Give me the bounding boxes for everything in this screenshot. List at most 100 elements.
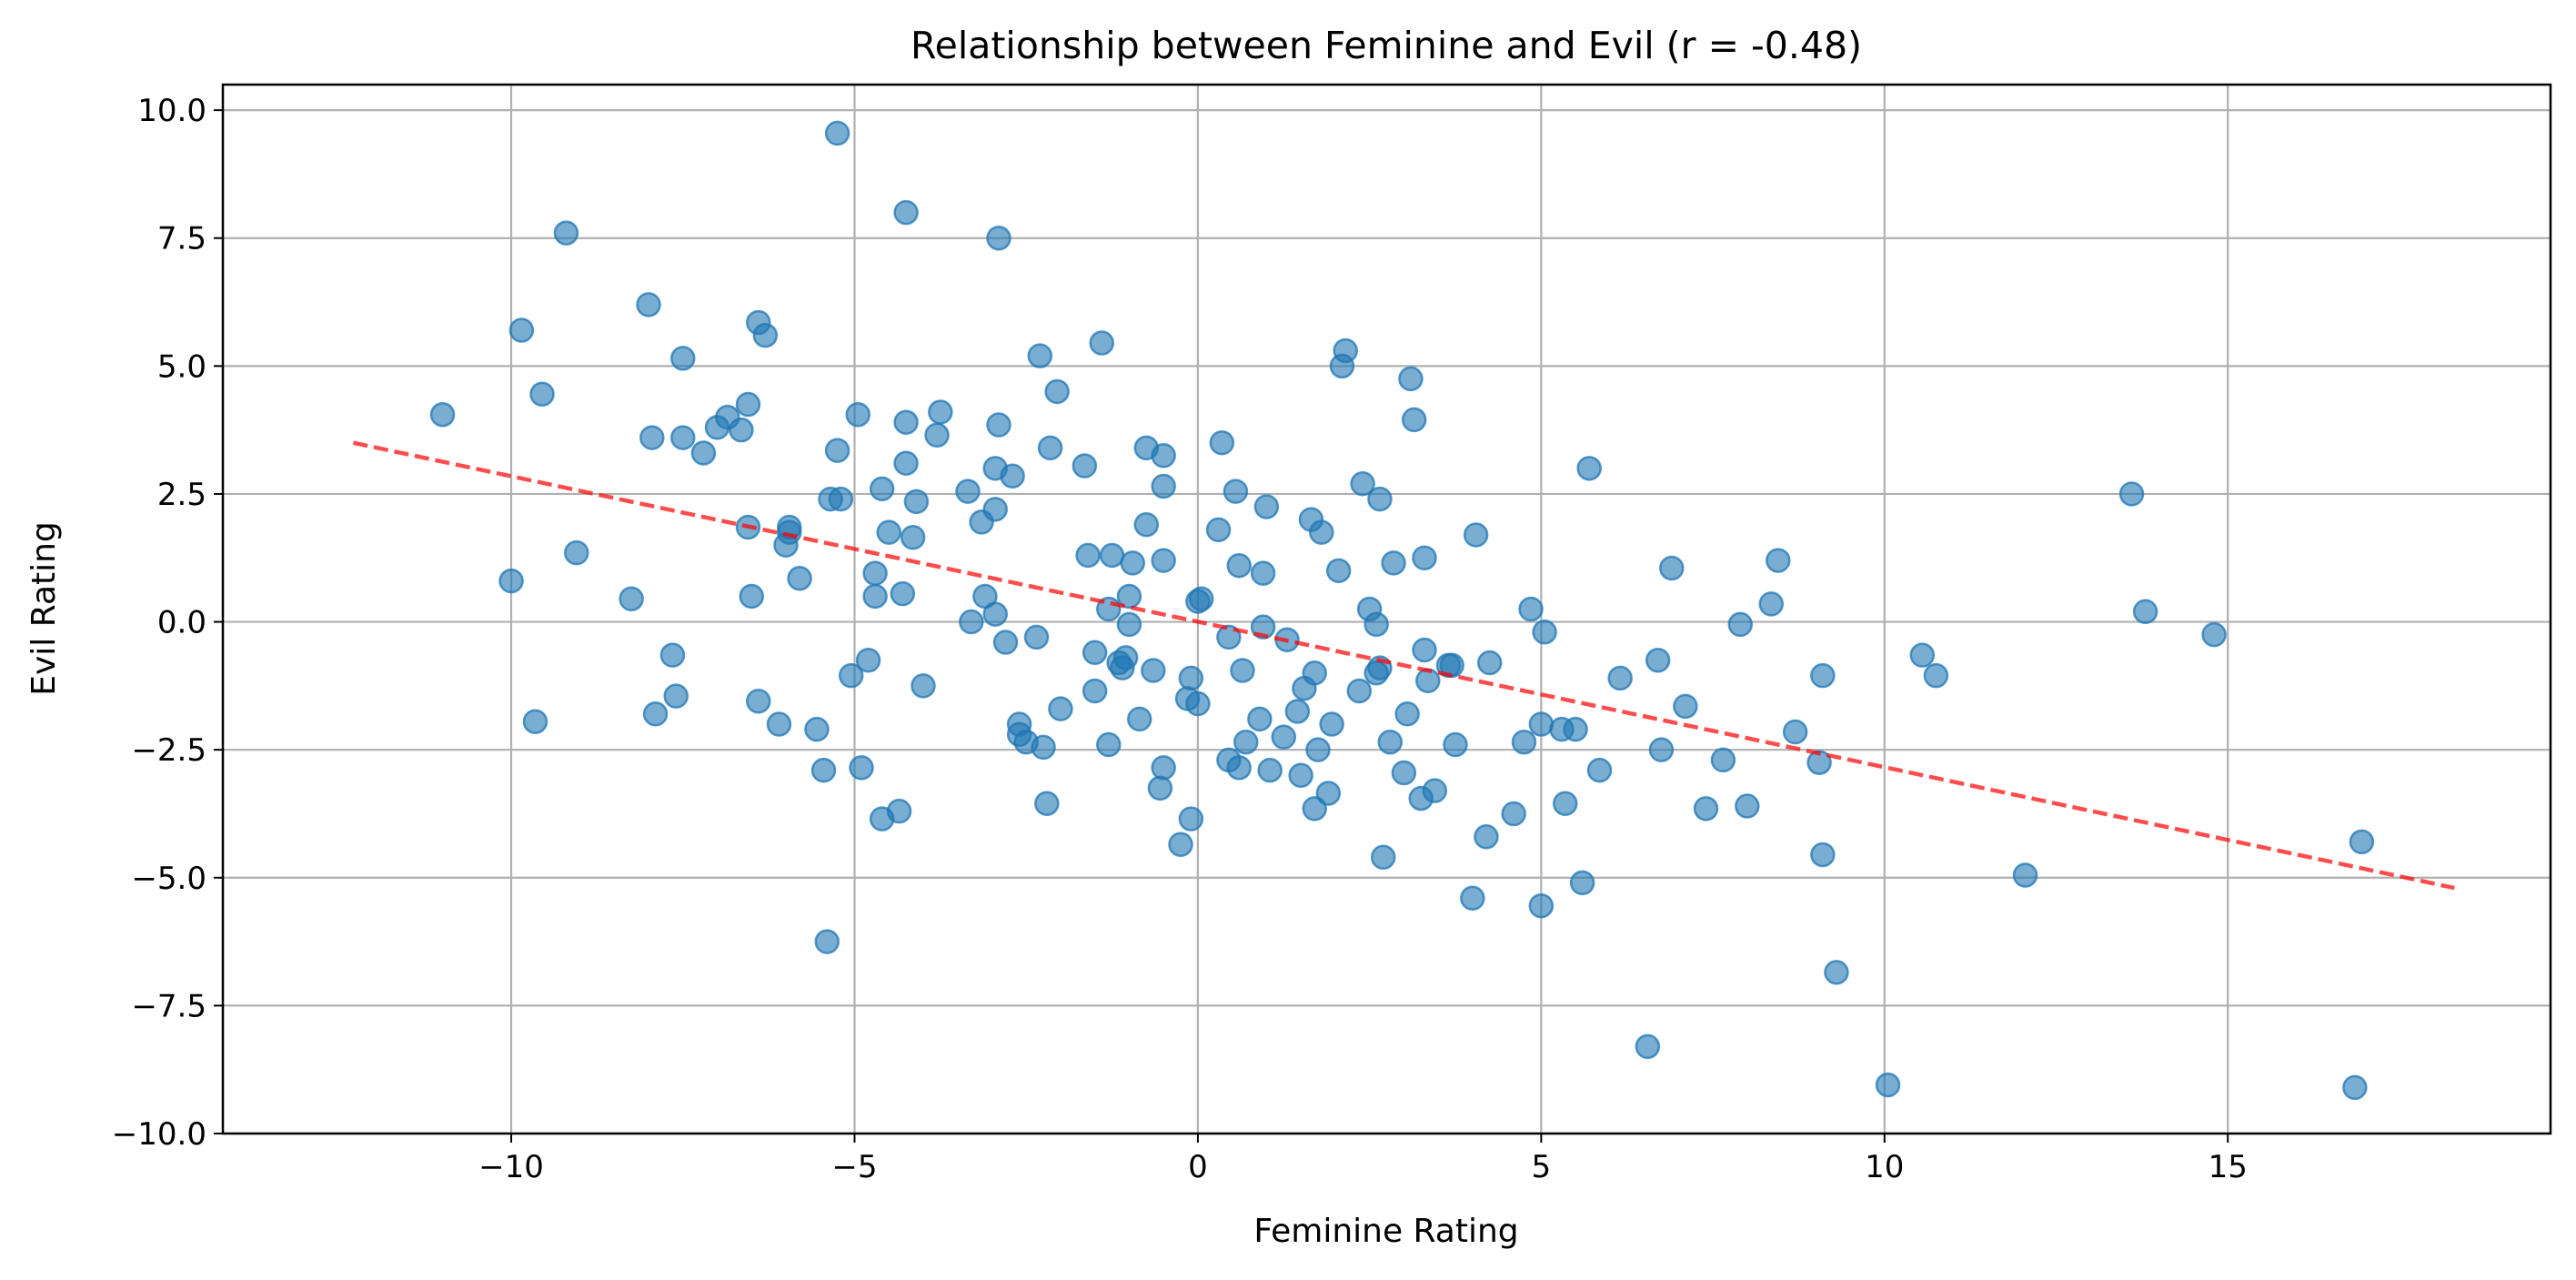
data-point xyxy=(1151,755,1176,781)
data-point xyxy=(1031,734,1056,761)
data-point xyxy=(1576,456,1602,481)
x-tick-label: 15 xyxy=(2209,1149,2248,1185)
data-point xyxy=(1501,801,1526,827)
data-point xyxy=(2118,481,2145,507)
data-point xyxy=(1909,642,1936,668)
data-point xyxy=(1394,701,1420,727)
data-point xyxy=(903,489,930,515)
data-point xyxy=(814,929,840,954)
data-point xyxy=(1309,519,1334,545)
data-point xyxy=(564,539,589,566)
data-point xyxy=(1315,781,1342,806)
data-point xyxy=(498,568,524,594)
data-point xyxy=(1377,729,1404,755)
data-point xyxy=(1082,678,1108,704)
data-point xyxy=(1257,757,1283,783)
data-point xyxy=(959,609,984,635)
data-point xyxy=(1422,778,1448,803)
data-point xyxy=(1120,550,1145,576)
data-point xyxy=(739,583,764,610)
data-point xyxy=(1474,824,1499,850)
data-point xyxy=(1415,668,1441,693)
data-point xyxy=(1072,453,1098,479)
data-point xyxy=(924,422,950,449)
data-point xyxy=(1673,693,1698,720)
data-point xyxy=(1082,640,1108,666)
data-point xyxy=(639,425,665,450)
data-point xyxy=(1648,737,1675,762)
data-point xyxy=(1363,611,1389,638)
y-tick-label: −2.5 xyxy=(131,732,206,769)
x-tick-label: 0 xyxy=(1188,1149,1208,1185)
x-axis-label: Feminine Rating xyxy=(1253,1213,1518,1250)
data-point xyxy=(1253,494,1280,519)
chart-title: Relationship between Feminine and Evil (… xyxy=(911,24,1862,67)
data-point xyxy=(849,755,874,781)
data-point xyxy=(1463,522,1489,548)
axis-ticks: −10 −5 0 5 10 15 10.0 7.5 5.0 2.5 0.0 −2.5 −5.0 −7.5 −… xyxy=(112,93,2248,1185)
data-point xyxy=(670,346,696,371)
data-point xyxy=(824,438,850,463)
data-point xyxy=(982,497,1008,522)
data-point xyxy=(1000,463,1025,489)
y-tick-label: −5.0 xyxy=(131,861,206,897)
data-point xyxy=(1116,611,1142,638)
data-point xyxy=(876,519,901,545)
data-point xyxy=(986,225,1011,251)
x-tick-label: 5 xyxy=(1532,1149,1552,1185)
data-point xyxy=(735,391,761,418)
data-point xyxy=(670,425,696,450)
data-point xyxy=(1333,338,1358,364)
data-point xyxy=(1518,596,1544,622)
data-point xyxy=(1460,885,1485,912)
data-point xyxy=(1381,550,1406,576)
data-point xyxy=(1147,775,1173,801)
trend-line xyxy=(352,440,2455,891)
data-point xyxy=(1511,729,1537,755)
data-point xyxy=(1116,583,1142,610)
data-point xyxy=(1710,747,1736,773)
y-axis-label: Evil Rating xyxy=(25,521,63,696)
data-point xyxy=(1133,511,1160,538)
trendline-layer xyxy=(352,440,2455,891)
data-point xyxy=(1096,731,1122,758)
data-point xyxy=(1325,558,1352,584)
data-point xyxy=(862,583,888,610)
data-point xyxy=(529,381,555,408)
data-point xyxy=(1782,719,1808,745)
data-point xyxy=(890,580,916,607)
y-tick-label: 2.5 xyxy=(157,477,206,513)
data-point xyxy=(766,711,792,737)
data-point xyxy=(986,412,1011,438)
data-point xyxy=(1188,586,1214,612)
data-point xyxy=(855,647,881,673)
data-point xyxy=(1367,486,1393,512)
data-point xyxy=(1075,542,1101,569)
data-point xyxy=(1284,699,1311,724)
data-point xyxy=(955,479,981,504)
data-point xyxy=(1023,624,1050,650)
data-point xyxy=(777,519,802,545)
data-point xyxy=(1271,724,1297,750)
data-point xyxy=(1735,793,1760,819)
data-point xyxy=(1412,637,1437,663)
data-point xyxy=(1305,737,1331,762)
data-point xyxy=(1569,870,1595,896)
data-point xyxy=(1126,706,1152,732)
data-point xyxy=(1099,542,1125,569)
data-point xyxy=(1398,366,1424,392)
data-point xyxy=(1209,429,1235,456)
data-point xyxy=(1178,665,1204,691)
data-point xyxy=(928,399,953,425)
x-tick-label: −5 xyxy=(831,1149,877,1185)
data-point xyxy=(1607,665,1633,691)
data-point xyxy=(900,525,926,550)
data-point xyxy=(787,566,812,591)
data-point xyxy=(1141,658,1166,683)
data-point xyxy=(1370,844,1396,871)
y-tick-label: 5.0 xyxy=(157,348,206,385)
data-point xyxy=(911,673,936,699)
data-point xyxy=(1230,658,1255,683)
x-tick-label: 10 xyxy=(1865,1149,1904,1185)
data-point xyxy=(1476,650,1503,676)
